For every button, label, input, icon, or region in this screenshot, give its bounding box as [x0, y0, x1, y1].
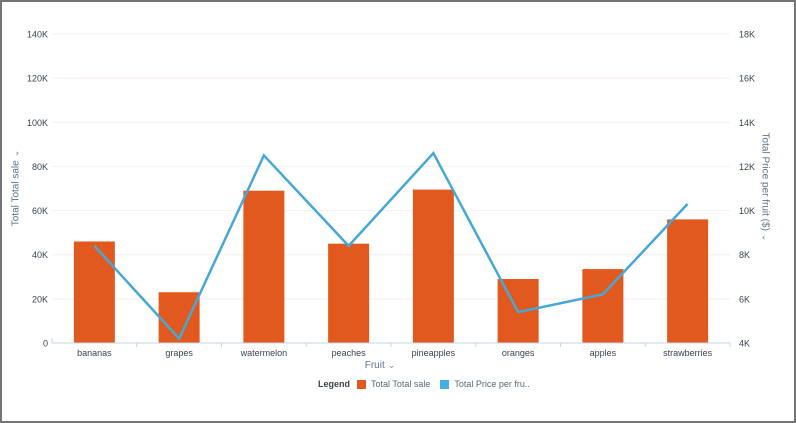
legend-title: Legend — [318, 379, 351, 389]
left-axis-tick-label: 140K — [27, 30, 48, 40]
legend-item-price-per-fruit[interactable]: Total Price per fru.. — [440, 379, 530, 389]
left-axis-tick-label: 40K — [32, 250, 48, 260]
left-axis-tick-label: 80K — [32, 162, 48, 172]
x-axis-category-label[interactable]: pineapples — [412, 348, 456, 358]
x-axis-category-label[interactable]: peaches — [332, 348, 367, 358]
legend-swatch-line — [440, 379, 450, 389]
x-axis-category-label[interactable]: bananas — [77, 348, 112, 358]
x-axis-category-label[interactable]: oranges — [502, 348, 535, 358]
legend-item-label: Total Price per fru.. — [454, 379, 530, 389]
right-axis-tick-label: 14K — [739, 118, 755, 128]
right-axis-tick-label: 18K — [739, 30, 755, 40]
bar-pineapples[interactable] — [412, 189, 454, 343]
x-axis-category-label[interactable]: apples — [590, 348, 617, 358]
legend-item-total-sale[interactable]: Total Total sale — [357, 379, 430, 389]
right-axis-tick-label: 10K — [739, 206, 755, 216]
legend-item-label: Total Total sale — [371, 379, 431, 389]
right-axis-tick-label: 16K — [739, 74, 755, 84]
line-total-price-per-fruit[interactable] — [93, 151, 689, 341]
bar-grapes[interactable] — [158, 292, 200, 343]
x-axis-title[interactable]: Fruit ⌄ — [365, 360, 396, 371]
chevron-down-icon: ⌄ — [760, 233, 771, 242]
bar-bananas[interactable] — [73, 241, 115, 343]
legend: Legend Total Total sale Total Price per … — [318, 379, 540, 389]
right-axis-title[interactable]: Total Price per fruit ($) ⌄ — [760, 133, 771, 242]
x-axis-category-label[interactable]: watermelon — [240, 348, 288, 358]
left-axis-tick-label: 100K — [27, 118, 48, 128]
left-axis-tick-label: 120K — [27, 74, 48, 84]
chevron-down-icon: ⌄ — [10, 149, 21, 158]
right-axis-title-text: Total Price per fruit ($) — [759, 132, 771, 231]
legend-swatch-bar — [357, 379, 367, 389]
right-axis-tick-label: 4K — [739, 339, 750, 349]
left-axis-title-text: Total Total sale — [10, 160, 22, 227]
left-axis-title[interactable]: Total Total sale ⌄ — [11, 150, 22, 227]
chevron-down-icon: ⌄ — [387, 360, 396, 370]
x-axis-category-label[interactable]: strawberries — [663, 348, 713, 358]
left-axis-tick-label: 0 — [43, 339, 48, 349]
bar-strawberries[interactable] — [667, 219, 709, 343]
bar-peaches[interactable] — [328, 243, 370, 343]
bar-watermelon[interactable] — [243, 190, 285, 343]
right-axis-tick-label: 8K — [739, 250, 750, 260]
left-axis-tick-label: 20K — [32, 294, 48, 304]
right-axis-tick-label: 6K — [739, 294, 750, 304]
x-axis-category-label[interactable]: grapes — [165, 348, 193, 358]
right-axis-tick-label: 12K — [739, 162, 755, 172]
x-axis-title-text: Fruit — [364, 360, 385, 371]
left-axis-tick-label: 60K — [32, 206, 48, 216]
